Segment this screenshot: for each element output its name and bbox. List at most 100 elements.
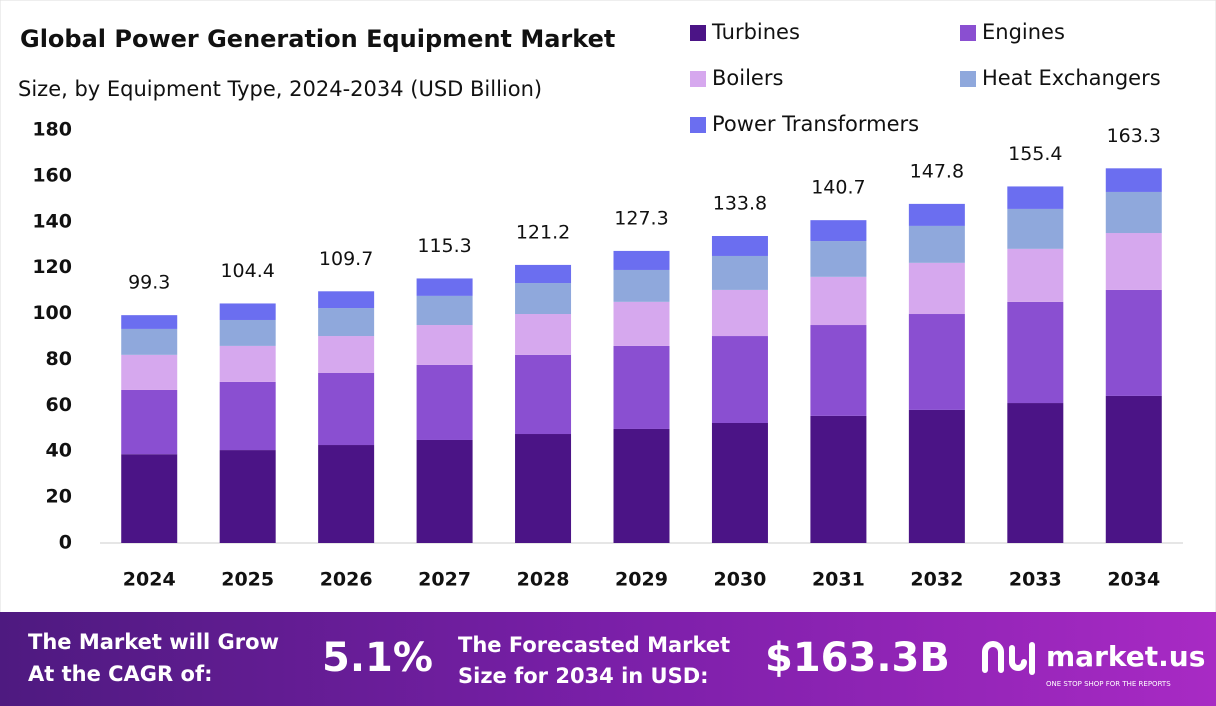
bar-segment (1007, 301, 1064, 404)
bar-segment (908, 409, 965, 543)
bar-segment (515, 264, 572, 284)
bar-segment (711, 255, 768, 290)
legend-swatch (690, 25, 706, 41)
cagr-text: At the CAGR of: (28, 662, 213, 686)
bar-segment (613, 269, 670, 302)
bar-segment (711, 236, 768, 256)
total-label: 115.3 (417, 235, 471, 257)
y-tick-label: 80 (46, 348, 72, 370)
x-tick-label: 2031 (812, 569, 865, 591)
legend-label: Engines (982, 20, 1065, 44)
bar-segment (908, 314, 965, 410)
bar-segment (908, 262, 965, 315)
legend-swatch (690, 71, 706, 87)
x-tick-label: 2025 (221, 569, 274, 591)
x-tick-label: 2026 (320, 569, 373, 591)
x-tick-label: 2027 (418, 569, 471, 591)
bar-segment (1105, 289, 1162, 396)
bar-segment (1105, 395, 1162, 543)
bar-segment (1007, 208, 1064, 249)
bar-segment (1105, 233, 1162, 290)
total-label: 155.4 (1008, 143, 1062, 165)
bar-segment (219, 450, 276, 543)
bar-segment (515, 314, 572, 355)
bar-segment (121, 389, 178, 455)
y-tick-label: 120 (32, 256, 72, 278)
cagr-value: 5.1% (322, 635, 433, 681)
brand-logo (982, 641, 1035, 675)
bar-segment (1105, 168, 1162, 192)
bar-segment (711, 423, 768, 543)
bar-segment (219, 345, 276, 382)
brand-name: market.us (1046, 640, 1205, 673)
bar-segment (318, 291, 375, 309)
x-tick-label: 2028 (517, 569, 570, 591)
legend-label: Boilers (712, 66, 783, 90)
x-tick-label: 2024 (123, 569, 176, 591)
bar-segment (613, 250, 670, 270)
y-tick-label: 0 (59, 532, 72, 554)
total-label: 133.8 (713, 193, 767, 215)
legend-swatch (960, 25, 976, 41)
legend-label: Turbines (711, 20, 800, 44)
bar-segment (416, 278, 473, 296)
bar-segment (810, 220, 867, 242)
x-tick-label: 2034 (1107, 569, 1160, 591)
bar-segment (219, 319, 276, 346)
x-tick-label: 2029 (615, 569, 668, 591)
bar-segment (121, 315, 178, 329)
y-tick-label: 160 (32, 164, 72, 186)
total-label: 104.4 (220, 260, 274, 282)
y-tick-label: 40 (46, 440, 72, 462)
bar-segment (515, 434, 572, 543)
x-tick-label: 2032 (910, 569, 963, 591)
total-label: 99.3 (128, 272, 170, 294)
total-label: 140.7 (811, 177, 865, 199)
legend-swatch (690, 117, 706, 133)
cagr-text: The Market will Grow (28, 630, 279, 654)
bar-segment (318, 445, 375, 543)
legend-label: Heat Exchangers (982, 66, 1161, 90)
bar-segment (908, 225, 965, 263)
y-tick-label: 100 (32, 302, 72, 324)
bar-segment (416, 364, 473, 440)
bar-segment (121, 454, 178, 543)
bar-segment (810, 241, 867, 277)
bar-segment (810, 325, 867, 416)
bar-segment (908, 203, 965, 226)
bar-segment (1007, 186, 1064, 209)
total-label: 127.3 (614, 207, 668, 229)
legend-swatch (960, 71, 976, 87)
total-label: 147.8 (910, 160, 964, 182)
total-label: 121.2 (516, 221, 570, 243)
bar-segment (1007, 403, 1064, 543)
y-tick-label: 20 (46, 486, 72, 508)
x-tick-label: 2033 (1009, 569, 1062, 591)
bar-segment (416, 325, 473, 365)
bar-segment (416, 295, 473, 326)
bar-segment (318, 372, 375, 446)
bar-segment (515, 354, 572, 435)
x-tick-label: 2030 (714, 569, 767, 591)
total-label: 109.7 (319, 248, 373, 270)
bar-segment (613, 428, 670, 543)
bar-segment (613, 301, 670, 346)
bar-segment (613, 345, 670, 429)
bar-segment (121, 354, 178, 390)
bar-segment (318, 336, 375, 373)
legend-label: Power Transformers (712, 112, 919, 136)
chart-subtitle: Size, by Equipment Type, 2024-2034 (USD … (18, 77, 542, 101)
bar-segment (416, 439, 473, 543)
bar-segment (810, 415, 867, 543)
bar-segment (515, 283, 572, 315)
bar-segment (1105, 191, 1162, 234)
y-tick-label: 60 (46, 394, 72, 416)
forecast-text: The Forecasted Market (458, 633, 730, 657)
brand-tagline: ONE STOP SHOP FOR THE REPORTS (1046, 680, 1171, 688)
forecast-value: $163.3B (765, 635, 950, 681)
forecast-text: Size for 2034 in USD: (458, 664, 709, 688)
bar-segment (810, 276, 867, 326)
bar-segment (318, 308, 375, 337)
bar-segment (1007, 248, 1064, 302)
